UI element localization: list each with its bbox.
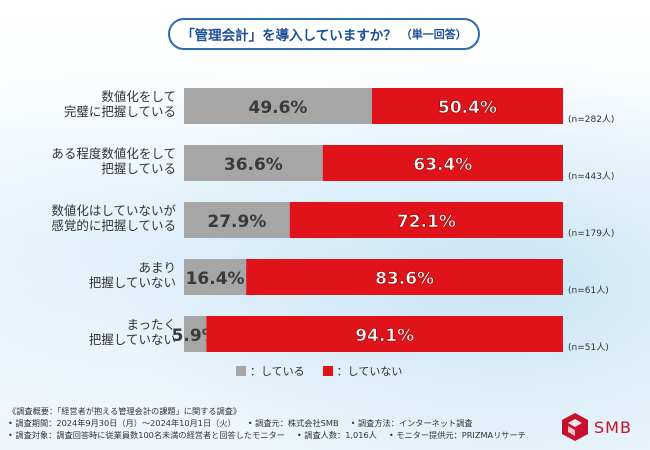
sample-size-label: (n=443人) [568,171,614,182]
sample-size-label: (n=61人) [568,285,609,296]
bar-doing [184,316,207,352]
chart-title: 「管理会計」を導入していますか？ （単一回答） [168,18,480,50]
category-label: 完璧に把握している [64,104,176,119]
survey-footer: 《調査概要：「経営者が抱える管理会計の課題」に関する調査》 • 調査期間：202… [8,405,528,441]
footer-count: • 調査人数：1,016人 [296,430,377,440]
title-sub: （単一回答） [400,28,467,41]
value-label-notdoing: 83.6% [375,269,434,289]
legend-swatch-notdoing [322,366,333,376]
bar-notdoing [246,259,563,295]
category-label: 感覚的に把握している [51,218,176,233]
footer-period: • 調査期間：2024年9月30日（月）～2024年10月1日（火） [8,418,236,428]
category-label: ある程度数値化をして [51,146,176,161]
smb-logo-icon [562,413,588,441]
value-label-doing: 16.4% [186,269,245,289]
value-label-doing: 27.9% [207,212,266,232]
legend-label-notdoing: ：していない [336,365,403,378]
bar-notdoing [371,88,563,124]
category-label: 把握していない [89,332,176,347]
bar-notdoing [206,316,563,352]
legend-item-doing: ：している [236,363,305,379]
value-label-notdoing: 94.1% [355,326,414,346]
footer-line1: 《調査概要：「経営者が抱える管理会計の課題」に関する調査》 [8,406,242,416]
category-label: 把握していない [89,275,176,290]
footer-method: • 調査方法：インターネット調査 [350,418,473,428]
sample-size-label: (n=282人) [568,114,614,125]
logo-text: SMB [594,417,632,437]
bar-notdoing [322,145,563,181]
footer-target: • 調査対象：調査回答時に従業員数100名未満の経営者と回答したモニター [8,430,285,440]
category-label: 把握している [101,161,176,176]
footer-provider: • モニター提供元：PRIZMAリサーチ [388,430,526,440]
value-label-doing: 36.6% [224,155,283,175]
bar-doing [184,202,290,238]
legend-item-notdoing: ：していない [322,363,403,379]
bar-doing [184,88,372,124]
smb-logo: SMB [560,412,632,442]
category-label: あまり [138,260,176,275]
legend: ：している ：していない [236,363,420,379]
category-label: まったく [126,317,176,332]
footer-line3: • 調査対象：調査回答時に従業員数100名未満の経営者と回答したモニター • 調… [8,429,528,441]
footer-line2: • 調査期間：2024年9月30日（月）～2024年10月1日（火） • 調査元… [8,417,528,429]
legend-swatch-doing [236,366,246,376]
category-label: 数値化はしていないが [51,203,176,218]
sample-size-label: (n=179人) [568,228,614,239]
title-main: 「管理会計」を導入していますか？ [181,28,397,44]
bar-doing [184,259,247,295]
sample-size-label: (n=51人) [568,342,609,353]
value-label-doing: 49.6% [248,98,307,118]
value-label-notdoing: 63.4% [413,155,472,175]
bar-notdoing [289,202,563,238]
bar-doing [184,145,323,181]
footer-source: • 調査元：株式会社SMB [247,418,339,428]
value-label-notdoing: 50.4% [438,98,497,118]
legend-label-doing: ：している [250,365,305,378]
category-label: 数値化をして [101,89,176,104]
value-label-notdoing: 72.1% [397,212,456,232]
